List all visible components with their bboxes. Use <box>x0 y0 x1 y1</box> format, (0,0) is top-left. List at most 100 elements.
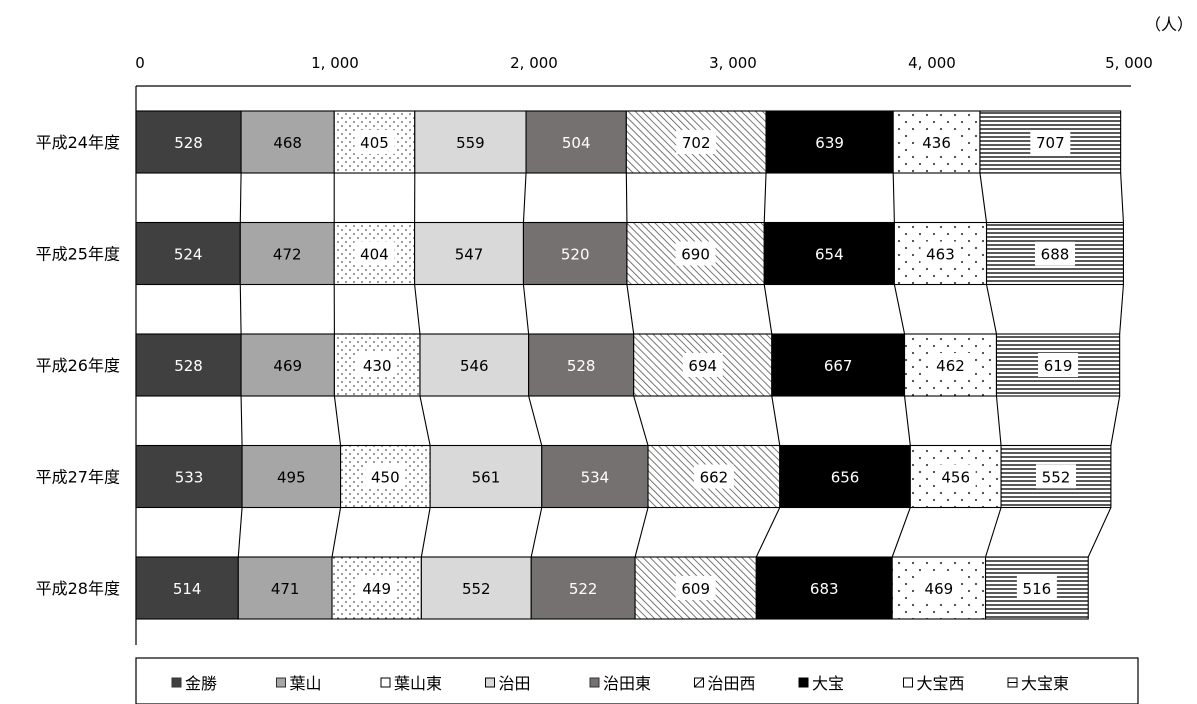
bar-segment <box>414 221 525 286</box>
data-label-backdrop <box>1035 464 1076 489</box>
series-line <box>985 507 1002 558</box>
data-label: 707 <box>1036 134 1065 152</box>
data-label: 469 <box>925 580 954 598</box>
data-labels: 528 468 405 559 504 702 639 436 707 524 472 404 547 5… <box>173 130 1079 600</box>
x-tick-label: 2, 000 <box>510 54 558 72</box>
data-label: 534 <box>581 469 610 487</box>
series-line <box>892 172 895 223</box>
series-line <box>530 507 543 558</box>
legend: 金勝 葉山 葉山東 治田 治田東 治田西 大宝 大宝西 大宝東 <box>135 657 1139 704</box>
data-label: 694 <box>688 357 717 375</box>
x-tick-label: 3, 000 <box>709 54 757 72</box>
bar-segment <box>135 556 239 620</box>
data-label: 524 <box>174 246 203 264</box>
data-label: 405 <box>360 134 389 152</box>
series-line <box>633 395 649 446</box>
series-line <box>634 507 649 558</box>
bar-segment <box>419 333 530 397</box>
data-label: 528 <box>567 357 596 375</box>
data-label: 522 <box>569 580 598 598</box>
data-label: 504 <box>562 134 591 152</box>
legend-box <box>135 657 1139 704</box>
category-label: 平成28年度 <box>36 579 120 598</box>
data-label-backdrop <box>916 130 957 154</box>
x-axis: 0 1, 000 2, 000 3, 000 4, 000 5, 000 <box>135 54 1153 645</box>
category-label: 平成26年度 <box>36 356 120 375</box>
bar-segments <box>135 110 1124 620</box>
category-label: 平成25年度 <box>36 245 120 264</box>
data-label: 552 <box>462 580 491 598</box>
data-label-backdrop <box>1038 353 1079 377</box>
data-label: 654 <box>815 246 844 264</box>
data-label: 667 <box>824 357 853 375</box>
legend-label: 葉山 <box>290 674 322 693</box>
series-connector-lines <box>237 172 1124 558</box>
legend-marker-hatch <box>694 677 704 688</box>
data-label: 528 <box>174 134 203 152</box>
data-label-backdrop <box>920 241 961 266</box>
series-line <box>1087 507 1112 558</box>
data-label: 528 <box>174 357 203 375</box>
bar-segment <box>755 556 893 620</box>
x-tick-label: 0 <box>135 54 145 72</box>
legend-marker <box>903 677 913 688</box>
data-label: 683 <box>810 580 839 598</box>
x-tick-label: 5, 000 <box>1105 54 1153 72</box>
bar-segment <box>414 110 527 174</box>
data-label: 456 <box>941 469 970 487</box>
bar-segment <box>763 221 895 286</box>
bar-segment <box>771 333 906 397</box>
series-line <box>625 172 628 223</box>
series-line <box>240 395 243 446</box>
data-label: 449 <box>362 580 391 598</box>
data-label-backdrop <box>675 241 716 266</box>
data-label-backdrop <box>357 353 398 377</box>
series-line <box>528 395 543 446</box>
data-label: 450 <box>371 469 400 487</box>
data-label: 471 <box>271 580 300 598</box>
data-label: 468 <box>273 134 302 152</box>
data-label-backdrop <box>918 576 959 600</box>
series-line <box>755 507 781 558</box>
series-line <box>1110 395 1121 446</box>
series-line <box>763 172 767 223</box>
data-label: 404 <box>360 246 389 264</box>
data-label: 495 <box>277 469 306 487</box>
data-label: 702 <box>682 134 711 152</box>
legend-marker <box>276 677 286 688</box>
series-line <box>237 507 243 558</box>
bar-segment <box>135 444 243 509</box>
data-label: 436 <box>922 134 951 152</box>
bar-segment <box>522 221 628 286</box>
series-line <box>985 284 998 335</box>
data-label: 688 <box>1041 246 1070 264</box>
data-label-backdrop <box>354 241 395 266</box>
legend-label: 金勝 <box>185 674 217 693</box>
series-line <box>763 284 773 335</box>
data-label: 520 <box>561 246 590 264</box>
legend-marker <box>380 677 391 688</box>
series-line <box>903 395 911 446</box>
series-line <box>333 395 342 446</box>
data-label-backdrop <box>356 576 397 600</box>
series-line <box>419 395 431 446</box>
data-label: 462 <box>936 357 965 375</box>
data-label-backdrop <box>354 130 395 154</box>
data-label: 463 <box>926 246 955 264</box>
series-line <box>891 507 911 558</box>
unit-label: （人） <box>1145 15 1193 34</box>
legend-marker <box>485 677 495 688</box>
series-line <box>626 284 635 335</box>
series-line <box>995 395 1002 446</box>
legend-label: 大宝西 <box>917 674 965 693</box>
data-label-backdrop <box>930 353 971 377</box>
bar-segment <box>241 444 342 509</box>
series-line <box>979 172 988 223</box>
legend-label: 大宝東 <box>1021 674 1069 693</box>
legend-marker <box>798 677 809 688</box>
data-label: 516 <box>1023 580 1052 598</box>
legend-label: 治田西 <box>708 674 756 693</box>
data-label: 469 <box>273 357 302 375</box>
bar-segment <box>779 444 911 509</box>
